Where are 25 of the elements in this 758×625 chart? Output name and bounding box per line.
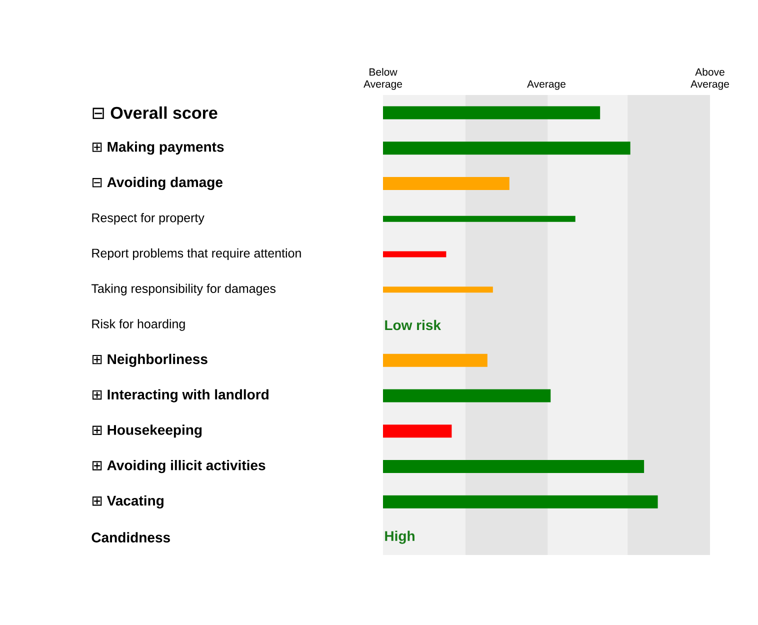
bar [383, 389, 551, 402]
y-tick-label: ⊟ Overall score [92, 106, 218, 119]
y-tick-label: ⊞ Neighborliness [92, 354, 208, 367]
y-tick-label: Respect for property [92, 213, 204, 225]
y-tick-label: ⊞ Interacting with landlord [92, 389, 268, 402]
y-tick-label: ⊞ Vacating [92, 495, 164, 508]
y-tick-label: Candidness [92, 532, 170, 542]
y-tick-label: ⊞ Housekeeping [92, 424, 202, 438]
y-tick-label: Report problems that require attention [92, 248, 301, 260]
bar [383, 460, 644, 474]
annotation: High [385, 530, 414, 544]
bar [383, 495, 658, 508]
y-tick-label: Risk for hoarding [92, 319, 185, 331]
text: Below Average [364, 68, 402, 90]
bar [383, 251, 446, 258]
text: Above Average [690, 68, 729, 90]
y-tick-label: ⊞ Avoiding illicit activities [92, 460, 266, 474]
annotation: Low risk [385, 320, 442, 330]
y-tick-label: Taking responsibility for damages [91, 284, 276, 296]
bar [383, 106, 600, 120]
text: Average [527, 80, 566, 90]
y-tick-label: ⊟ Avoiding damage [92, 176, 222, 190]
y-tick-label: ⊞ Making payments [92, 142, 224, 155]
bar [383, 142, 630, 155]
bar [383, 286, 493, 293]
